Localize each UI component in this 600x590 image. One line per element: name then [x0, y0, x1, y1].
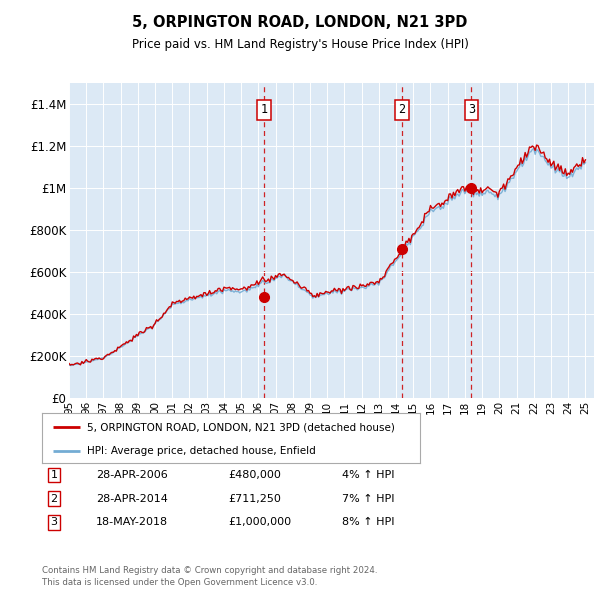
Text: HPI: Average price, detached house, Enfield: HPI: Average price, detached house, Enfi…	[88, 445, 316, 455]
Text: £711,250: £711,250	[228, 494, 281, 503]
Text: 4% ↑ HPI: 4% ↑ HPI	[342, 470, 395, 480]
Text: 2: 2	[50, 494, 58, 503]
Text: 28-APR-2006: 28-APR-2006	[96, 470, 168, 480]
Text: 8% ↑ HPI: 8% ↑ HPI	[342, 517, 395, 527]
Text: 18-MAY-2018: 18-MAY-2018	[96, 517, 168, 527]
Text: 3: 3	[50, 517, 58, 527]
Text: £480,000: £480,000	[228, 470, 281, 480]
Text: 1: 1	[260, 103, 268, 116]
Text: 2: 2	[398, 103, 405, 116]
Text: 7% ↑ HPI: 7% ↑ HPI	[342, 494, 395, 503]
Text: Price paid vs. HM Land Registry's House Price Index (HPI): Price paid vs. HM Land Registry's House …	[131, 38, 469, 51]
Text: 1: 1	[50, 470, 58, 480]
Text: £1,000,000: £1,000,000	[228, 517, 291, 527]
Text: 5, ORPINGTON ROAD, LONDON, N21 3PD (detached house): 5, ORPINGTON ROAD, LONDON, N21 3PD (deta…	[88, 422, 395, 432]
Text: 3: 3	[468, 103, 475, 116]
Text: 28-APR-2014: 28-APR-2014	[96, 494, 168, 503]
Text: 5, ORPINGTON ROAD, LONDON, N21 3PD: 5, ORPINGTON ROAD, LONDON, N21 3PD	[133, 15, 467, 30]
Text: Contains HM Land Registry data © Crown copyright and database right 2024.
This d: Contains HM Land Registry data © Crown c…	[42, 566, 377, 587]
